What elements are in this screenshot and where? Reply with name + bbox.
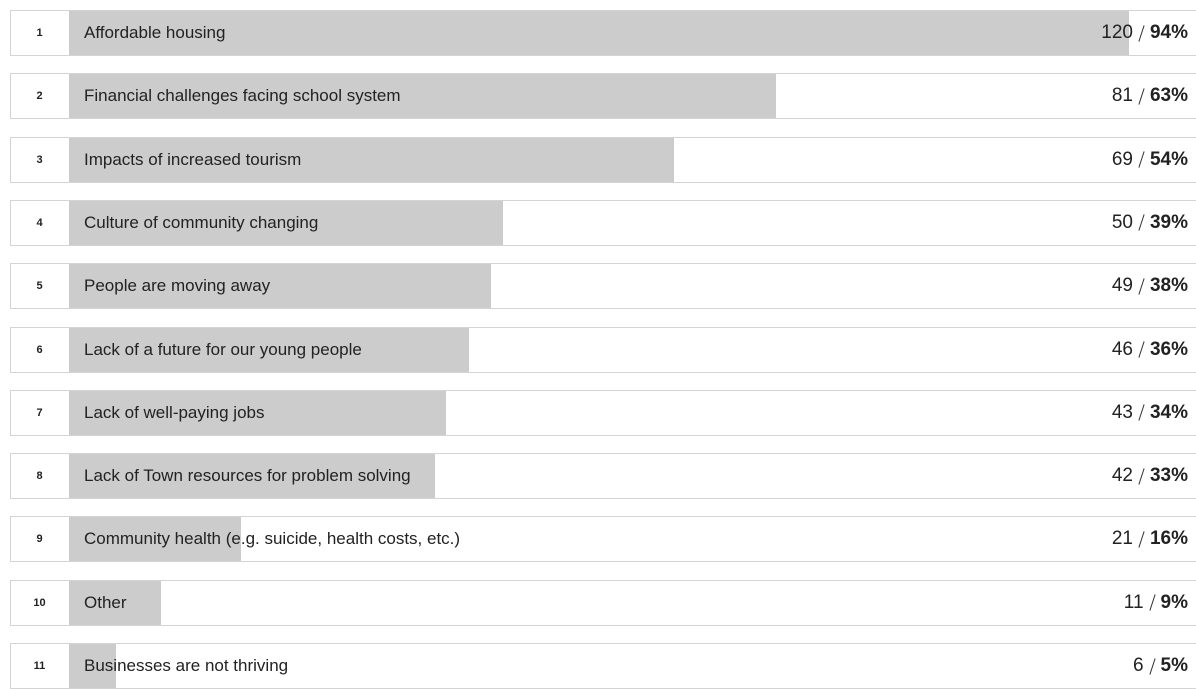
result-row: 7 Lack of well-paying jobs 43 34% — [10, 389, 1196, 436]
result-row: 11 Businesses are not thriving 6 5% — [10, 643, 1196, 689]
result-row: 6 Lack of a future for our young people 46… — [10, 326, 1196, 373]
option-label: People are moving away — [84, 276, 271, 296]
count: 42 — [1111, 465, 1133, 487]
result: 21 16% — [1112, 517, 1188, 561]
percent: 16% — [1149, 528, 1188, 550]
result-row: 4 Culture of community changing 50 39% — [10, 199, 1196, 246]
result: 49 38% — [1112, 264, 1188, 308]
result-row: 10 Other 11 9% — [10, 579, 1196, 626]
result: 50 39% — [1112, 201, 1188, 245]
percent: 34% — [1149, 401, 1188, 423]
bar — [69, 580, 162, 625]
option-label: Affordable housing — [84, 23, 226, 42]
option-label: Lack of well-paying jobs — [84, 402, 265, 422]
percent: 94% — [1149, 22, 1188, 43]
result-row: 3 Impacts of increased tourism 69 54% — [10, 136, 1196, 183]
count: 46 — [1111, 338, 1133, 360]
result: 120 94% — [1101, 11, 1188, 55]
result: 69 54% — [1112, 138, 1188, 182]
separator — [1138, 214, 1145, 232]
bar — [69, 11, 1129, 55]
result-row: 2 Financial challenges facing school syst… — [10, 73, 1196, 120]
bar — [69, 200, 503, 245]
result-row: 9 Community health (e.g. suicide, health … — [10, 516, 1196, 563]
option-label: Lack of Town resources for problem solvi… — [84, 466, 411, 486]
percent: 39% — [1149, 211, 1188, 233]
option-label: Impacts of increased tourism — [84, 149, 302, 169]
bar — [69, 264, 492, 309]
separator — [1138, 24, 1145, 42]
result-row: 8 Lack of Town resources for problem solv… — [10, 453, 1196, 500]
rank: 3 — [36, 153, 43, 166]
result: 81 63% — [1112, 74, 1188, 118]
percent: 5% — [1160, 655, 1188, 676]
bar — [69, 74, 776, 119]
rank: 10 — [33, 596, 46, 609]
rank: 2 — [36, 90, 43, 103]
bar — [69, 137, 674, 182]
rank: 1 — [36, 27, 43, 39]
count: 50 — [1111, 211, 1133, 233]
result: 43 34% — [1112, 391, 1188, 435]
result: 42 33% — [1112, 454, 1188, 498]
rank: 5 — [36, 280, 43, 293]
option-label: Financial challenges facing school syste… — [84, 86, 401, 106]
separator — [1138, 151, 1145, 168]
rank: 9 — [36, 533, 43, 546]
rank: 8 — [36, 470, 43, 483]
count: 120 — [1101, 22, 1133, 43]
bar — [69, 327, 469, 372]
result-row: 1 Affordable housing 120 94% — [10, 10, 1196, 56]
result: 46 36% — [1112, 328, 1188, 372]
count: 69 — [1111, 148, 1133, 170]
separator — [1138, 467, 1145, 485]
rank: 4 — [36, 216, 43, 229]
rank: 7 — [36, 406, 43, 419]
percent: 9% — [1160, 591, 1188, 613]
count: 11 — [1123, 591, 1144, 613]
count: 21 — [1111, 528, 1133, 550]
separator — [1148, 657, 1156, 675]
bar — [69, 454, 435, 499]
separator — [1148, 594, 1156, 611]
rank: 6 — [36, 343, 43, 356]
separator — [1138, 88, 1145, 105]
bar — [69, 390, 446, 435]
option-label: Lack of a future for our young people — [84, 339, 362, 359]
percent: 33% — [1149, 465, 1188, 487]
count: 6 — [1132, 655, 1144, 676]
separator — [1138, 341, 1145, 358]
separator — [1138, 277, 1145, 295]
result: 11 9% — [1124, 581, 1188, 625]
separator — [1138, 404, 1145, 422]
option-label: Other — [84, 592, 127, 612]
result-row: 5 People are moving away 49 38% — [10, 263, 1196, 310]
count: 81 — [1111, 85, 1133, 107]
option-label: Businesses are not thriving — [84, 656, 289, 675]
percent: 38% — [1149, 275, 1188, 297]
option-label: Culture of community changing — [84, 212, 319, 232]
percent: 54% — [1149, 148, 1188, 170]
bar — [69, 644, 116, 688]
bar — [69, 517, 242, 562]
separator — [1138, 531, 1145, 548]
option-label: Community health (e.g. suicide, health c… — [84, 529, 461, 549]
rank: 11 — [33, 660, 46, 672]
percent: 36% — [1149, 338, 1188, 360]
count: 49 — [1111, 275, 1133, 297]
percent: 63% — [1149, 85, 1188, 107]
result: 6 5% — [1133, 644, 1188, 688]
count: 43 — [1111, 401, 1133, 423]
